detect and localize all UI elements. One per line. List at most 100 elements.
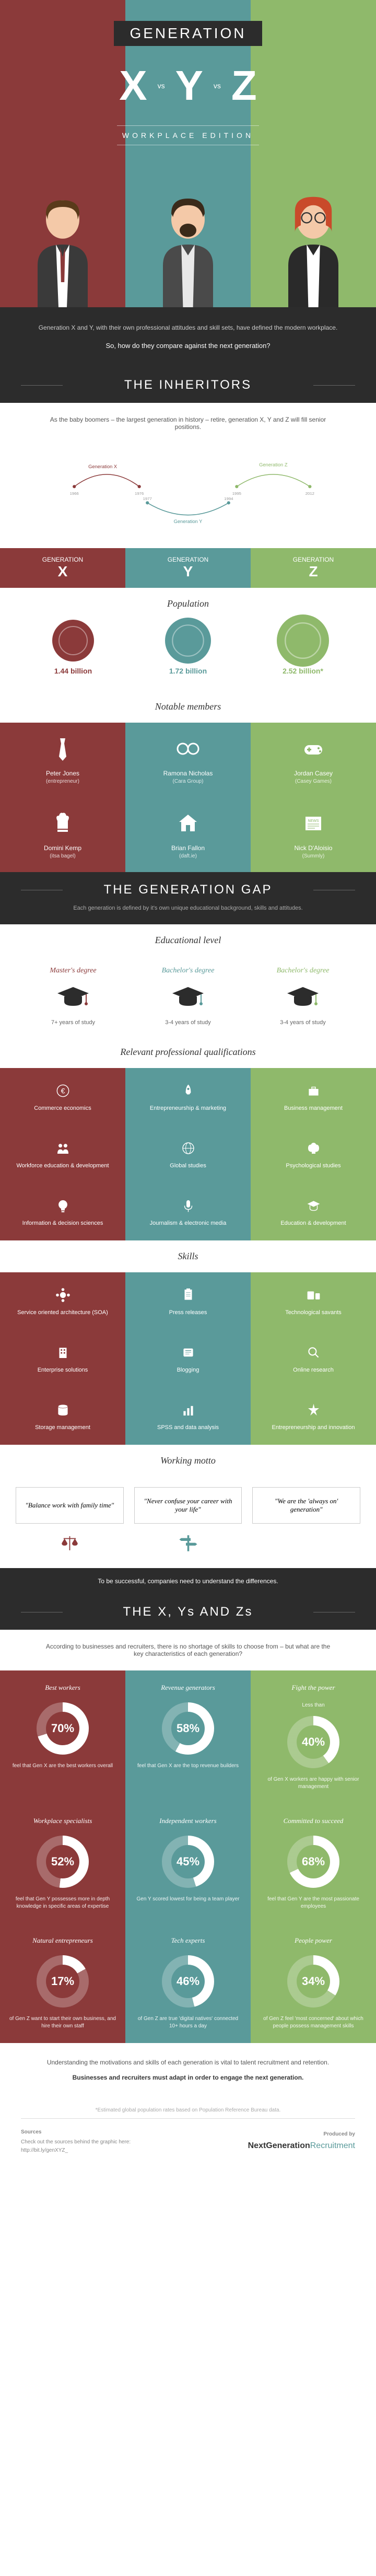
- svg-text:1977: 1977: [143, 496, 152, 501]
- notable-sub: (Summly): [264, 853, 363, 859]
- donut-chart: 68%: [287, 1836, 339, 1888]
- conclusion-bold: Businesses and recruiters must adapt in …: [42, 2074, 334, 2081]
- stat-item: Best workers70%feel that Gen X are the b…: [0, 1670, 125, 1804]
- notable-sub: (daft.ie): [138, 853, 238, 859]
- svg-text:Generation Y: Generation Y: [174, 519, 203, 524]
- notable-name: Brian Fallon: [138, 844, 238, 852]
- qual-label: Education & development: [280, 1220, 346, 1226]
- donut-chart: 17%: [37, 1955, 89, 2008]
- donut-chart: 40%: [287, 1716, 339, 1768]
- stat-label: Fight the power: [258, 1684, 368, 1692]
- qual-item: Business management: [251, 1068, 376, 1125]
- stat-desc: of Gen X workers are happy with senior m…: [258, 1776, 368, 1791]
- stat-desc: of Gen Z feel 'most concerned' about whi…: [258, 2015, 368, 2030]
- skill-item: Entrepreneurship and innovation: [251, 1387, 376, 1445]
- stat-desc: feel that Gen X are the top revenue buil…: [133, 1762, 243, 1770]
- education-title: Educational level: [0, 924, 376, 956]
- avatar-y: [125, 161, 251, 307]
- motto-text: "Balance work with family time": [16, 1487, 124, 1524]
- stat-label: Committed to succeed: [258, 1817, 368, 1825]
- svg-text:2012: 2012: [306, 491, 314, 496]
- qualifications-grid: €Commerce economicsEntrepreneurship & ma…: [0, 1068, 376, 1240]
- stat-desc: feel that Gen Y are the most passionate …: [258, 1896, 368, 1910]
- stat-item: Fight the powerLess than40%of Gen X work…: [251, 1670, 376, 1804]
- donut-chart: 52%: [37, 1836, 89, 1888]
- letter-x: X: [119, 62, 147, 110]
- qualifications-title: Relevant professional qualifications: [0, 1036, 376, 1068]
- notable-sub: (entrepreneur): [13, 779, 112, 784]
- donut-chart: 58%: [162, 1702, 214, 1755]
- globe-icon: [165, 618, 211, 664]
- logo: NextGenerationRecruitment: [248, 2141, 355, 2151]
- xyz-header: THE X, Ys AND Zs: [0, 1594, 376, 1630]
- donut-chart: 34%: [287, 1955, 339, 2008]
- skill-label: SPSS and data analysis: [157, 1424, 219, 1431]
- motto-footer: To be successful, companies need to unde…: [0, 1568, 376, 1594]
- pop-y: 1.72 billion: [131, 620, 245, 675]
- footnote: *Estimated global population rates based…: [21, 2107, 355, 2113]
- qual-label: Commerce economics: [34, 1105, 91, 1111]
- stat-desc: Gen Y scored lowest for being a team pla…: [133, 1896, 243, 1903]
- notable-item: Domini Kemp(itsa bagel): [0, 797, 125, 872]
- svg-text:NEWS: NEWS: [308, 819, 319, 823]
- intro-text: Generation X and Y, with their own profe…: [31, 323, 345, 333]
- education-row: Master's degree7+ years of studyBachelor…: [0, 956, 376, 1036]
- svg-text:Generation X: Generation X: [88, 464, 118, 469]
- qual-label: Psychological studies: [286, 1163, 340, 1169]
- stat-value: 45%: [162, 1836, 214, 1888]
- graduation-cap-icon: [285, 983, 321, 1009]
- notable-item: Brian Fallon(daft.ie): [125, 797, 251, 872]
- edu-item: Bachelor's degree3-4 years of study: [245, 967, 360, 1026]
- notable-name: Peter Jones: [13, 770, 112, 777]
- qual-label: Entrepreneurship & marketing: [150, 1105, 226, 1111]
- svg-text:1976: 1976: [135, 491, 144, 496]
- conclusion: Understanding the motivations and skills…: [0, 2043, 376, 2097]
- sources-col: Sources Check out the sources behind the…: [21, 2129, 131, 2153]
- stat-value: 40%: [287, 1716, 339, 1768]
- stat-value: 52%: [37, 1836, 89, 1888]
- motto-icon: [16, 1531, 124, 1558]
- skill-item: Enterprise solutions: [0, 1330, 125, 1387]
- hero-section: GENERATION X vs Y vs Z WORKPLACE EDITION: [0, 0, 376, 307]
- conclusion-text: Understanding the motivations and skills…: [42, 2059, 334, 2066]
- notable-name: Nick D'Aloisio: [264, 844, 363, 852]
- qual-item: Workforce education & development: [0, 1125, 125, 1183]
- vs-label: vs: [214, 82, 221, 90]
- stat-desc: feel that Gen Y possesses more in depth …: [8, 1896, 118, 1910]
- qual-label: Global studies: [170, 1163, 206, 1169]
- section-title: THE X, Ys AND Zs: [0, 1605, 376, 1619]
- stat-item: Workplace specialists52%feel that Gen Y …: [0, 1804, 125, 1923]
- gap-header: THE GENERATION GAP Each generation is de…: [0, 872, 376, 924]
- population-title: Population: [0, 588, 376, 620]
- qual-label: Workforce education & development: [16, 1163, 109, 1169]
- avatar-x: [0, 161, 125, 307]
- stat-value: 17%: [37, 1955, 89, 2008]
- qual-item: Information & decision sciences: [0, 1183, 125, 1240]
- stat-item: Committed to succeed 68% feel that Gen Y a…: [251, 1804, 376, 1923]
- stat-value: 70%: [37, 1702, 89, 1755]
- notable-item: Ramona Nicholas(Cara Group): [125, 723, 251, 797]
- motto-item: "Never confuse your career with your lif…: [134, 1487, 242, 1558]
- qual-label: Information & decision sciences: [22, 1220, 103, 1226]
- main-title: GENERATION: [114, 21, 262, 46]
- stat-label: Best workers: [8, 1684, 118, 1692]
- stat-value: 58%: [162, 1702, 214, 1755]
- footer: *Estimated global population rates based…: [0, 2097, 376, 2164]
- skill-label: Storage management: [35, 1424, 90, 1431]
- degree-label: Bachelor's degree: [131, 967, 245, 975]
- header-z: GENERATIONZ: [251, 548, 376, 588]
- globe-icon: [52, 620, 94, 662]
- timeline-chart: 1966 1976 1977 1994 1995 2012 Generation…: [0, 444, 376, 548]
- notable-sub: (itsa bagel): [13, 853, 112, 859]
- years-label: 7+ years of study: [16, 1019, 131, 1026]
- header-y: GENERATIONY: [125, 548, 251, 588]
- pop-z: 2.52 billion*: [245, 620, 360, 675]
- notable-grid: Peter Jones (entrepreneur) Ramona Nicholas…: [0, 723, 376, 872]
- skills-title: Skills: [0, 1240, 376, 1272]
- stat-item: Natural entrepreneurs17%of Gen Z want to…: [0, 1923, 125, 2043]
- donut-chart: 45%: [162, 1836, 214, 1888]
- letter-y: Y: [175, 62, 203, 110]
- skill-label: Press releases: [169, 1309, 207, 1316]
- motto-title: Working motto: [0, 1445, 376, 1477]
- stat-label: Revenue generators: [133, 1684, 243, 1692]
